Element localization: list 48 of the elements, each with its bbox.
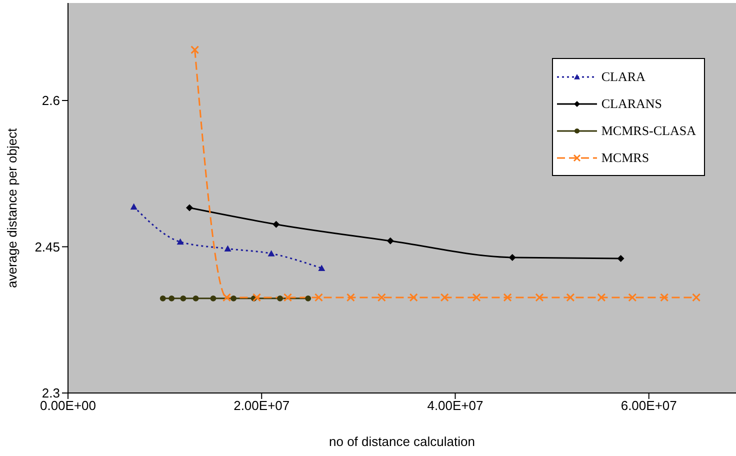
point [168, 295, 175, 302]
legend-label: MCMRS-CLASA [601, 122, 696, 138]
point [472, 293, 481, 302]
x-tick-label: 4.00E+07 [427, 398, 484, 414]
point [377, 293, 386, 302]
point [597, 293, 606, 302]
point [222, 293, 232, 302]
point [186, 204, 193, 212]
point [566, 293, 575, 302]
y-tick-label: 2.6 [42, 93, 60, 108]
point [272, 220, 280, 228]
point [508, 254, 516, 261]
point [252, 293, 262, 302]
point [628, 293, 637, 302]
y-tick-label: 2.3 [42, 386, 60, 401]
point [224, 245, 232, 252]
point [130, 203, 138, 210]
point [176, 238, 184, 245]
point [210, 295, 216, 302]
point [160, 295, 166, 302]
point [277, 295, 283, 302]
point [180, 295, 186, 302]
point [692, 293, 701, 302]
point [268, 250, 275, 256]
point [386, 237, 394, 244]
point [284, 293, 292, 302]
point [318, 264, 326, 271]
point [346, 293, 355, 302]
y-tick-label: 2.45 [34, 239, 60, 254]
point [190, 46, 200, 54]
point [660, 293, 669, 302]
x-tick-label: 6.00E+07 [620, 398, 677, 414]
x-tick-label: 0.00E+00 [40, 398, 96, 414]
y-axis-title: average distance per object [4, 128, 20, 288]
point [535, 293, 544, 302]
point [409, 293, 418, 302]
legend-label: CLARA [601, 68, 646, 84]
point [230, 295, 237, 302]
point [305, 295, 312, 302]
legend-label: CLARANS [601, 96, 662, 112]
point [192, 295, 199, 302]
x-axis-title: no of distance calculation [329, 434, 475, 449]
x-tick-label: 2.00E+07 [234, 398, 290, 414]
point [617, 254, 624, 262]
point [314, 293, 323, 302]
point [503, 293, 512, 302]
legend-label: MCMRS [601, 150, 650, 166]
point [440, 293, 449, 302]
